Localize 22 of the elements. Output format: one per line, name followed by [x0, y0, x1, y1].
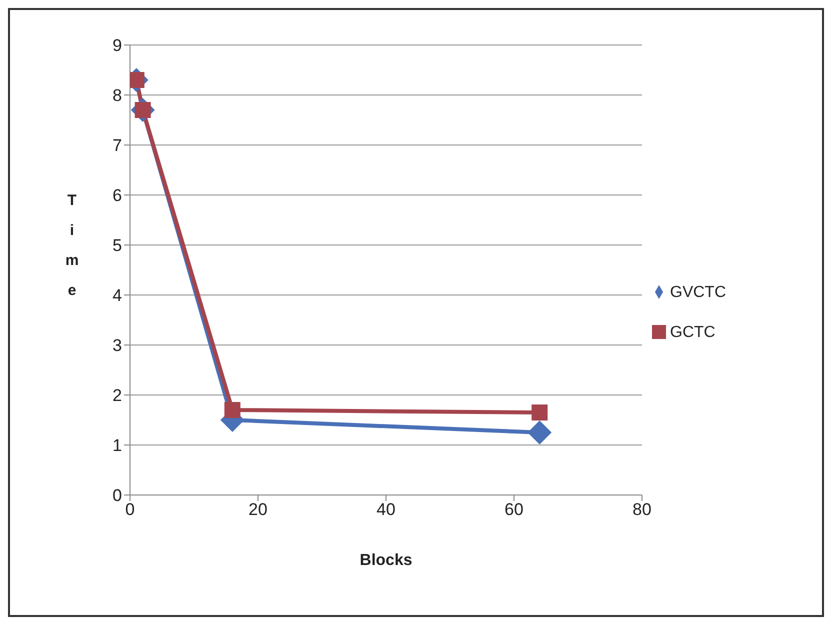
y-tick-label: 0: [112, 486, 122, 506]
x-tick-label: 40: [376, 500, 396, 520]
x-axis-title: Blocks: [360, 552, 412, 569]
y-tick-label: 8: [112, 86, 122, 106]
y-tick-label: 6: [112, 186, 122, 206]
legend-label: GCTC: [670, 324, 716, 340]
x-tick-label: 20: [248, 500, 268, 520]
legend-label: GVCTC: [670, 284, 726, 300]
point: [224, 402, 240, 418]
y-tick-label: 2: [112, 386, 122, 406]
point: [528, 420, 552, 444]
point: [532, 404, 548, 420]
y-tick-label: 5: [112, 236, 122, 256]
y-tick-label: 7: [112, 136, 122, 156]
y-tick-label: 1: [112, 436, 122, 456]
x-tick-label: 80: [632, 500, 652, 520]
x-tick-label: 0: [125, 500, 135, 520]
y-axis-title: Time: [65, 192, 79, 299]
y-tick-label: 3: [112, 336, 122, 356]
y-tick-label: 4: [112, 286, 122, 306]
x-tick-label: 60: [504, 500, 524, 520]
y-tick-label: 9: [112, 36, 122, 56]
